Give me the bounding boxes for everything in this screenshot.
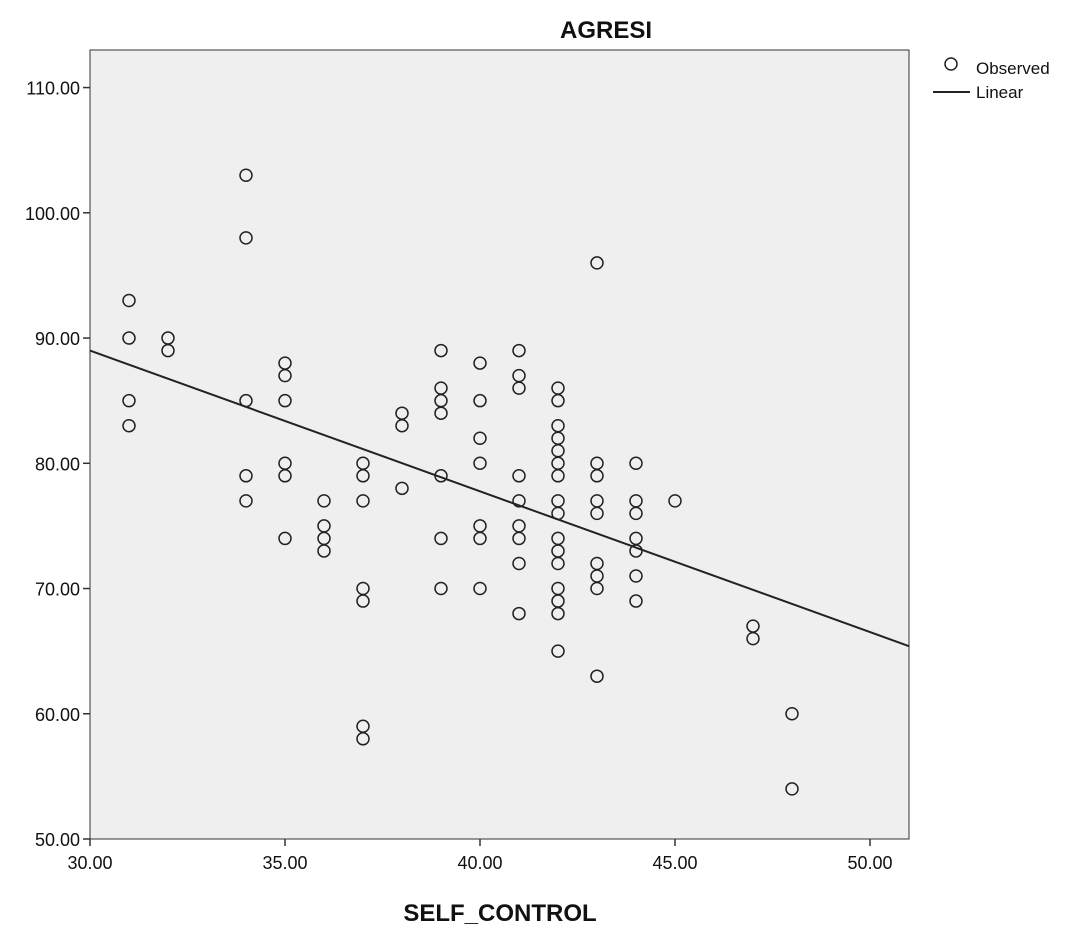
data-point xyxy=(395,481,409,496)
data-point xyxy=(629,569,643,583)
data-point xyxy=(668,494,682,508)
data-point xyxy=(473,581,487,596)
data-point xyxy=(122,293,136,308)
data-point xyxy=(551,506,565,521)
data-point xyxy=(551,644,565,658)
y-axis: 50.00 60.00 70.00 80.00 90.00 100.00 110.00 xyxy=(25,79,90,850)
data-point xyxy=(434,343,448,358)
data-point xyxy=(551,393,565,408)
data-point xyxy=(278,393,292,408)
data-point xyxy=(239,231,253,245)
data-point xyxy=(356,732,370,746)
data-point xyxy=(473,456,487,471)
data-point xyxy=(629,506,643,521)
data-point xyxy=(317,494,331,508)
x-tick-label: 30.00 xyxy=(67,853,112,873)
data-point xyxy=(356,594,370,608)
observed-points-layer xyxy=(122,168,799,796)
data-point xyxy=(473,531,487,546)
y-tick-label: 70.00 xyxy=(35,580,80,600)
data-point xyxy=(395,418,409,433)
x-tick-label: 40.00 xyxy=(457,853,502,873)
data-point xyxy=(785,707,799,721)
y-tick-label: 110.00 xyxy=(26,79,80,99)
data-point xyxy=(239,494,253,508)
x-tick-label: 35.00 xyxy=(262,853,307,873)
x-tick-label: 45.00 xyxy=(652,853,697,873)
data-point xyxy=(512,343,526,358)
data-point xyxy=(278,469,292,483)
x-axis: 30.00 35.00 40.00 45.00 50.00 xyxy=(67,839,893,873)
legend-observed-label: Observed xyxy=(976,59,1050,78)
data-point xyxy=(551,469,565,483)
data-point xyxy=(239,393,253,408)
data-point xyxy=(122,393,136,408)
data-point xyxy=(512,556,526,571)
data-point xyxy=(356,469,370,483)
y-tick-label: 100.00 xyxy=(25,204,80,224)
legend: Observed Linear xyxy=(933,57,1050,102)
data-point xyxy=(590,506,604,521)
data-point xyxy=(512,381,526,395)
regression-line-layer xyxy=(89,349,910,648)
data-point xyxy=(278,368,292,383)
regression-line xyxy=(89,349,910,648)
data-point xyxy=(590,669,604,683)
data-point xyxy=(317,544,331,558)
legend-linear-label: Linear xyxy=(976,83,1024,102)
data-point xyxy=(590,256,604,270)
y-tick-label: 90.00 xyxy=(35,329,80,349)
data-point xyxy=(551,606,565,621)
data-point xyxy=(434,581,448,596)
data-point xyxy=(590,469,604,483)
data-point xyxy=(629,544,643,558)
data-point xyxy=(239,469,253,483)
chart-title: AGRESI xyxy=(560,17,652,44)
data-point xyxy=(122,418,136,433)
data-point xyxy=(785,782,799,796)
x-tick-label: 50.00 xyxy=(847,853,892,873)
data-point xyxy=(512,531,526,546)
y-tick-label: 60.00 xyxy=(35,705,80,725)
data-point xyxy=(512,494,526,508)
data-point xyxy=(278,531,292,546)
data-point xyxy=(512,606,526,621)
data-point xyxy=(239,168,253,182)
plot-area xyxy=(89,49,910,840)
data-point xyxy=(746,631,760,646)
data-point xyxy=(434,469,448,483)
data-point xyxy=(629,594,643,608)
y-tick-label: 50.00 xyxy=(35,830,80,850)
data-point xyxy=(551,556,565,571)
data-point xyxy=(473,431,487,445)
data-point xyxy=(161,343,175,358)
data-point xyxy=(629,456,643,471)
data-point xyxy=(122,331,136,345)
data-point xyxy=(434,531,448,546)
data-point xyxy=(356,494,370,508)
legend-observed-marker xyxy=(944,57,958,71)
data-point xyxy=(473,393,487,408)
data-point xyxy=(473,356,487,370)
data-point xyxy=(512,469,526,483)
data-point xyxy=(434,406,448,420)
data-point xyxy=(590,581,604,596)
y-tick-label: 80.00 xyxy=(35,454,80,474)
x-axis-label: SELF_CONTROL xyxy=(403,900,596,927)
